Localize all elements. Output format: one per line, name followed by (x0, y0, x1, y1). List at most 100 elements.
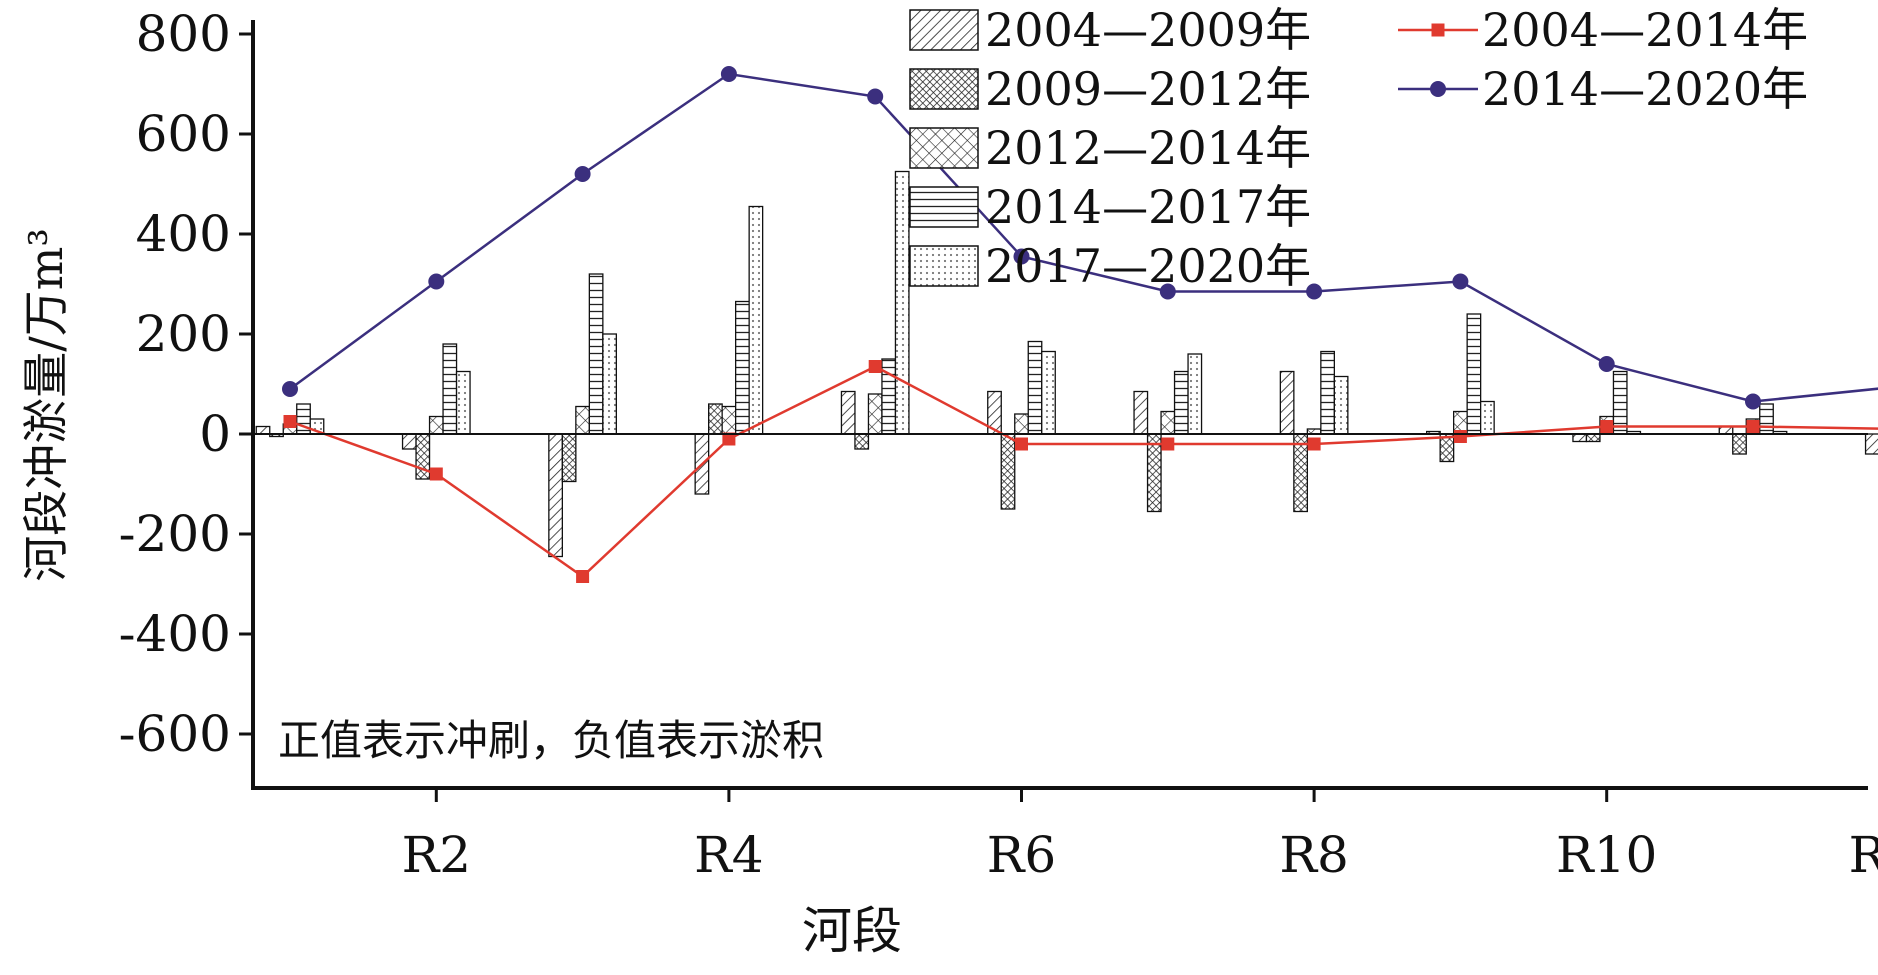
bar-3-R4 (735, 300, 750, 435)
line-point-1-R7 (1159, 283, 1176, 300)
bar-1-R3 (561, 433, 577, 483)
legend-label-line-0: 2004—2014年 (1482, 3, 1808, 57)
bar-0-R3 (548, 433, 563, 558)
bar-4-R9 (1480, 400, 1495, 435)
line-point-0-R3 (576, 570, 590, 583)
bar-1-R4 (708, 403, 723, 435)
bar-0-R5 (840, 390, 856, 435)
y-tick-label: 800 (136, 5, 231, 63)
y-tick-label: -400 (119, 605, 231, 663)
line-point-1-R8 (1306, 283, 1323, 300)
x-tick-label: R10 (1556, 826, 1657, 884)
legend: 2004—2009年2009—2012年2012—2014年2014—2017年… (909, 3, 1808, 293)
bar-2-R4 (721, 405, 737, 435)
bar-4-R5 (894, 170, 910, 435)
bar-1-R8 (1293, 433, 1308, 513)
line-point-1-R2 (428, 273, 445, 290)
line-series-1 (289, 72, 1878, 403)
bar-0-R12 (1864, 433, 1878, 455)
line-point-1-R5 (867, 88, 884, 105)
bar-1-R11 (1732, 433, 1747, 455)
line-point-0-R7 (1161, 437, 1175, 451)
bar-4-R3 (602, 333, 617, 435)
x-tick-label: R12 (1849, 826, 1878, 884)
x-tick-label: R2 (402, 826, 471, 884)
legend-swatch-0 (909, 9, 979, 51)
x-tick-label: R8 (1279, 826, 1348, 884)
line-point-0-R4 (722, 432, 736, 446)
bar-0-R1 (255, 425, 271, 435)
line-point-0-R5 (868, 360, 882, 373)
line-point-0-R2 (429, 467, 443, 481)
bar-2-R2 (428, 415, 444, 435)
legend-label-1: 2009—2012年 (985, 62, 1311, 116)
bar-1-R5 (854, 433, 870, 450)
bar-1-R2 (415, 433, 431, 480)
line-point-1-R6 (1013, 248, 1030, 265)
bar-3-R2 (442, 343, 458, 435)
lines-layer (282, 66, 1878, 583)
legend-swatch-4 (909, 245, 979, 287)
y-tick-label: 0 (199, 405, 231, 463)
bar-1-R6 (1000, 433, 1016, 510)
axes: -600 -400 -200 0 200 400 600 800 R2 R4 R6 R8 R10 R12… (119, 5, 1878, 884)
x-tick-label: R6 (987, 826, 1056, 884)
bar-4-R2 (455, 370, 471, 435)
bar-0-R10 (1572, 433, 1588, 443)
y-tick-label: 400 (136, 205, 231, 263)
bar-1-R7 (1146, 433, 1162, 513)
chart-annotation: 正值表示冲刷，负值表示淤积 (278, 716, 824, 765)
line-point-1-R11 (1745, 393, 1761, 410)
bar-2-R5 (867, 393, 883, 435)
y-ticks: -600 -400 -200 0 200 400 600 800 (119, 5, 253, 763)
y-tick-label: 200 (136, 305, 231, 363)
bar-4-R8 (1333, 375, 1349, 435)
bar-4-R7 (1187, 353, 1203, 435)
legend-swatch-2 (909, 127, 979, 169)
legend-marker-1 (1430, 81, 1446, 97)
line-point-0-R9 (1453, 430, 1467, 443)
bar-3-R8 (1320, 350, 1335, 435)
line-point-0-R1 (283, 415, 297, 428)
y-axis-label: 河段冲淤量/万m³ (19, 228, 73, 582)
bar-2-R6 (1014, 413, 1029, 435)
y-tick-label: -600 (119, 705, 231, 763)
legend-label-2: 2012—2014年 (985, 121, 1311, 175)
line-point-1-R10 (1598, 356, 1615, 372)
bar-3-R6 (1027, 340, 1043, 435)
legend-label-3: 2014—2017年 (985, 180, 1311, 234)
bar-0-R2 (401, 433, 417, 450)
line-point-1-R1 (282, 381, 298, 397)
x-axis-label: 河段 (802, 902, 902, 960)
legend-swatch-1 (909, 68, 979, 110)
line-point-0-R10 (1600, 420, 1614, 433)
bar-3-R9 (1466, 313, 1482, 435)
bar-3-R11 (1759, 403, 1774, 435)
bar-4-R4 (748, 205, 764, 435)
line-point-0-R8 (1307, 437, 1321, 451)
bar-1-R10 (1585, 433, 1601, 443)
line-point-0-R6 (1015, 437, 1028, 451)
bar-0-R7 (1133, 390, 1149, 435)
x-tick-label: R4 (694, 826, 763, 884)
bars-layer (255, 170, 1878, 558)
line-point-0-R11 (1746, 420, 1760, 433)
bar-3-R10 (1612, 370, 1628, 435)
legend-marker-0 (1431, 23, 1445, 37)
legend-swatch-3 (909, 186, 979, 228)
bar-3-R3 (588, 273, 604, 435)
legend-label-4: 2017—2020年 (985, 239, 1311, 293)
bar-3-R1 (296, 403, 311, 435)
y-tick-label: 600 (136, 105, 231, 163)
bar-2-R7 (1160, 410, 1176, 435)
legend-label-0: 2004—2009年 (985, 3, 1311, 57)
bar-2-R3 (575, 405, 590, 435)
x-ticks: R2R4R6R8R10R12R14R16R18R20R22 (402, 788, 1878, 884)
y-tick-label: -200 (119, 505, 231, 563)
legend-label-line-1: 2014—2020年 (1482, 62, 1808, 116)
line-series-0 (289, 365, 1878, 579)
line-point-1-R4 (720, 66, 737, 82)
bar-4-R6 (1041, 350, 1056, 435)
bar-3-R7 (1173, 370, 1189, 435)
